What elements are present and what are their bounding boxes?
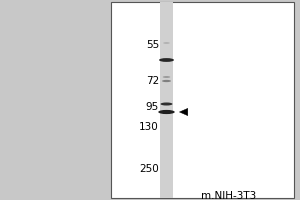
Text: 72: 72 xyxy=(146,76,159,86)
Bar xyxy=(160,2,173,198)
Ellipse shape xyxy=(163,76,170,78)
Ellipse shape xyxy=(160,102,172,106)
Ellipse shape xyxy=(159,58,174,62)
Text: m.NIH-3T3: m.NIH-3T3 xyxy=(201,191,256,200)
Ellipse shape xyxy=(158,110,175,114)
Bar xyxy=(111,2,294,198)
Text: 55: 55 xyxy=(146,40,159,50)
Polygon shape xyxy=(179,108,188,116)
Text: 250: 250 xyxy=(139,164,159,174)
Ellipse shape xyxy=(163,42,170,44)
Text: 130: 130 xyxy=(139,122,159,132)
Text: 95: 95 xyxy=(146,102,159,112)
Ellipse shape xyxy=(162,80,171,82)
